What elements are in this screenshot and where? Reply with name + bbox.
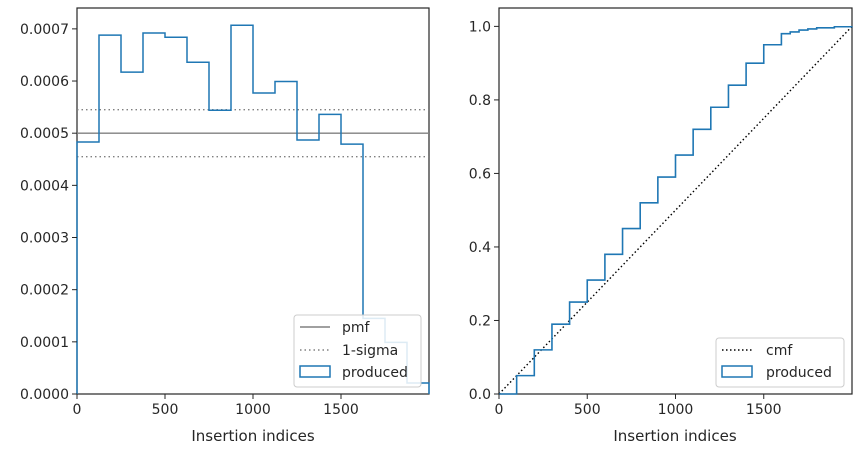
right-y-axis-ticks: 0.0 0.2 0.4 0.6 0.8 1.0 <box>469 19 499 403</box>
legend-produced-swatch <box>299 365 331 378</box>
right-x-axis-ticks: 0 500 1000 1500 <box>495 394 782 418</box>
left-legend: pmf 1-sigma produced <box>293 314 422 388</box>
right-y-tick-label: 0.6 <box>469 166 491 182</box>
left-x-axis-ticks: 0 500 1000 1500 <box>73 394 359 418</box>
right-x-tick-label: 1500 <box>746 402 782 418</box>
legend-cmf-label: cmf <box>766 343 793 359</box>
cmf-line <box>498 25 853 395</box>
left-y-tick-label: 0.0001 <box>20 335 69 351</box>
left-y-tick-label: 0.0007 <box>20 22 69 38</box>
left-x-axis-label: Insertion indices <box>191 427 314 445</box>
right-x-tick-label: 1000 <box>658 402 694 418</box>
right-y-tick-label: 0.0 <box>469 387 491 403</box>
right-y-tick-label: 1.0 <box>469 19 491 35</box>
right-x-axis-label: Insertion indices <box>613 427 736 445</box>
right-plot-area <box>498 7 853 395</box>
legend-produced-label: produced <box>342 365 408 381</box>
left-y-tick-label: 0.0003 <box>20 231 69 247</box>
right-x-tick-label: 500 <box>574 402 601 418</box>
right-legend-box <box>715 337 845 388</box>
right-x-tick-label: 0 <box>495 402 504 418</box>
legend-pmf-label: pmf <box>342 320 371 336</box>
left-legend-box <box>293 314 422 388</box>
right-y-tick-label: 0.4 <box>469 240 491 256</box>
legend-1-sigma-label: 1-sigma <box>342 343 398 359</box>
right-series-layer <box>498 25 853 395</box>
legend-produced-swatch <box>721 365 753 378</box>
left-y-tick-label: 0.0005 <box>20 126 69 142</box>
left-y-tick-label: 0.0004 <box>20 178 69 194</box>
left-y-tick-label: 0.0002 <box>20 283 69 299</box>
left-reference-lines <box>77 109 429 158</box>
left-x-tick-label: 0 <box>73 402 82 418</box>
legend-produced-label: produced <box>766 365 832 381</box>
left-y-axis-ticks: 0.0000 0.0001 0.0002 0.0003 0.0004 0.0005 0.00… <box>20 22 77 403</box>
right-legend: cmf produced <box>715 337 845 388</box>
left-x-tick-label: 500 <box>152 402 179 418</box>
right-y-tick-label: 0.2 <box>469 313 491 329</box>
cmf-panel: 0.0 0.2 0.4 0.6 0.8 1.0 0 500 1000 1500 Insertio… <box>469 7 853 445</box>
produced-cumulative-step <box>499 25 853 395</box>
left-y-tick-label: 0.0000 <box>20 387 69 403</box>
left-x-tick-label: 1500 <box>323 402 359 418</box>
left-x-tick-label: 1000 <box>235 402 271 418</box>
pmf-histogram-panel: 0.0000 0.0001 0.0002 0.0003 0.0004 0.0005 0.00… <box>20 7 430 445</box>
left-y-tick-label: 0.0006 <box>20 74 69 90</box>
right-y-tick-label: 0.8 <box>469 93 491 109</box>
